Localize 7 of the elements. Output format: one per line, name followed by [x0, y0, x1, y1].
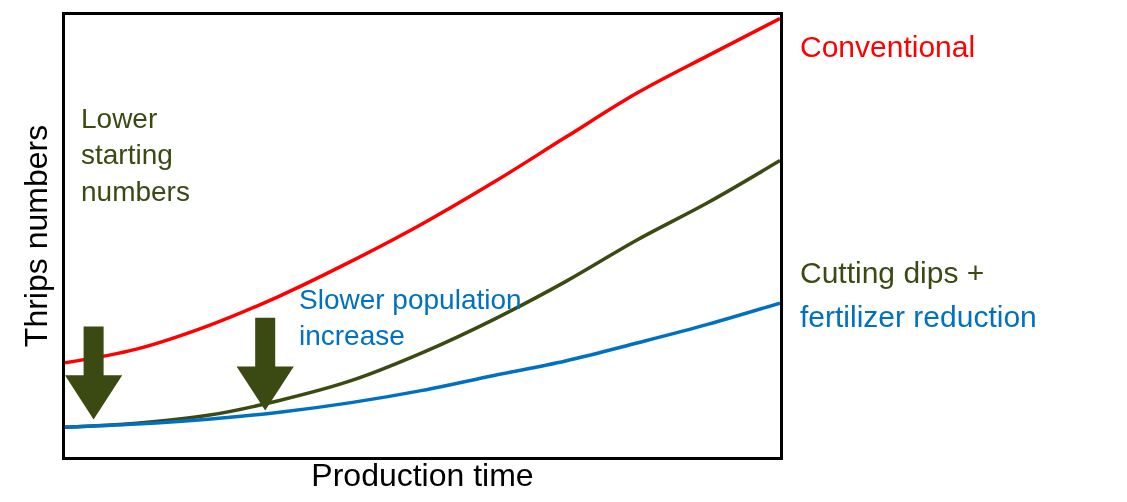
series-label: Conventional [800, 30, 976, 63]
annotation: Slower population increase [299, 284, 522, 352]
series-label: fertilizer reduction [800, 300, 1037, 333]
annotation: Lower starting numbers [81, 103, 190, 207]
y-axis-title: Thrips numbers [18, 124, 55, 348]
x-axis-title: Production time [311, 456, 534, 493]
text: Cutting dips + [800, 256, 985, 289]
